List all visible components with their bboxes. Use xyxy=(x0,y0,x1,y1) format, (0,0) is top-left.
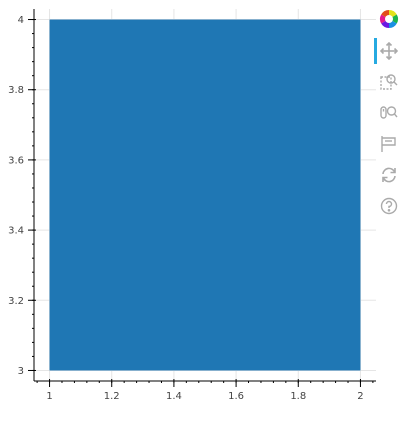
wheel-zoom-icon[interactable] xyxy=(374,100,404,126)
reset-icon[interactable] xyxy=(374,162,404,188)
y-tick-label: 4 xyxy=(18,15,24,26)
x-tick-label: 1.6 xyxy=(228,391,244,402)
pan-icon[interactable] xyxy=(374,38,404,64)
quad-rect xyxy=(49,19,361,371)
y-tick-label: 3 xyxy=(18,366,24,377)
x-tick-label: 1.2 xyxy=(104,391,120,402)
axes: 1 1.2 1.4 1.6 1.8 2 3 3.2 3.4 3.6 3.8 4 xyxy=(8,9,376,402)
chart-marks xyxy=(49,19,361,371)
active-tool-indicator xyxy=(374,38,377,64)
save-icon[interactable] xyxy=(374,131,404,157)
box-zoom-icon[interactable] xyxy=(374,69,404,95)
x-tick-label: 1 xyxy=(46,391,52,402)
y-tick-label: 3.2 xyxy=(8,296,24,307)
y-tick-label: 3.4 xyxy=(8,226,24,237)
y-tick-label: 3.6 xyxy=(8,155,24,166)
y-tick-label: 3.8 xyxy=(8,85,24,96)
bokeh-logo-icon[interactable] xyxy=(374,6,404,32)
x-tick-label: 1.4 xyxy=(166,391,182,402)
x-tick-label: 1.8 xyxy=(290,391,306,402)
help-icon[interactable] xyxy=(374,193,404,219)
x-tick-label: 2 xyxy=(357,391,363,402)
